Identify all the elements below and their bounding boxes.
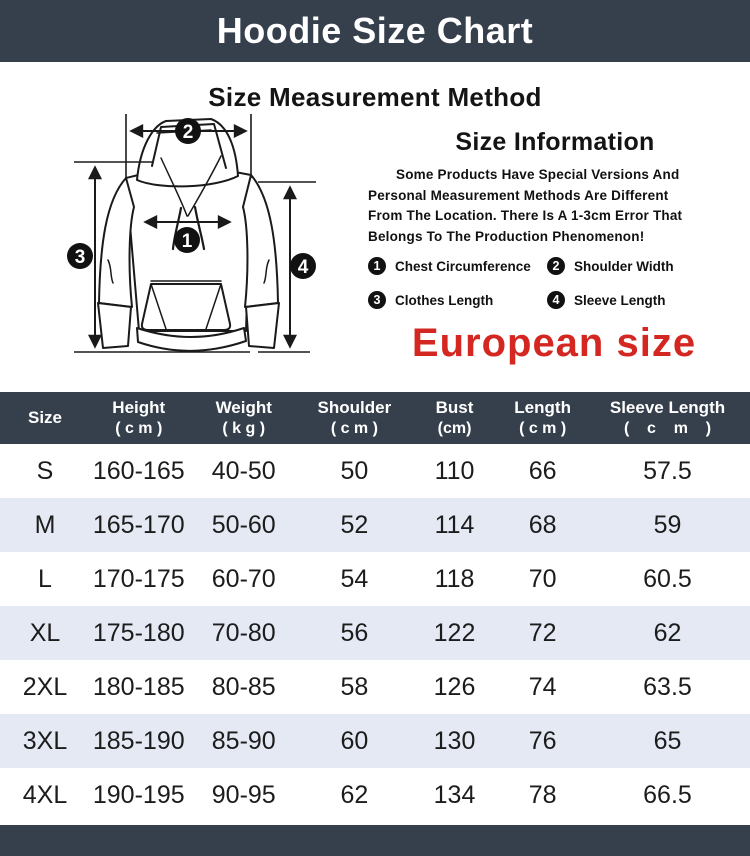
footer-bar (0, 825, 750, 856)
size-information-block: Size Information Some Products Have Spec… (368, 128, 712, 366)
page-header: Hoodie Size Chart (0, 0, 750, 62)
measurement-method-title: Size Measurement Method (208, 82, 542, 112)
column-header: Bust (cm) (435, 398, 474, 437)
badge-3-icon: 3 (75, 247, 86, 268)
column-header: Height( c m ) (112, 398, 166, 437)
table-cell: 56 (340, 618, 369, 647)
table-cell: 54 (340, 564, 369, 593)
size-information-text: Personal Measurement Methods Are Differe… (368, 187, 669, 203)
measurement-arrows (74, 114, 316, 353)
column-header: Sleeve Length( c m ) (609, 398, 726, 437)
table-cell: 78 (528, 780, 557, 809)
size-information-text: From The Location. There Is A 1-3cm Erro… (368, 208, 683, 223)
table-cell: 60 (340, 726, 369, 755)
table-cell: 59 (653, 510, 682, 539)
size-information-title: Size Information (455, 128, 655, 156)
table-cell: L (38, 564, 52, 593)
legend-label: Chest Circumference (395, 258, 531, 274)
legend-label: Clothes Length (395, 292, 494, 308)
measurement-badges: 2 1 3 4 (67, 118, 316, 279)
circled-2-icon: 2 (547, 257, 565, 275)
table-cell: 65 (653, 726, 682, 755)
table-cell: 72 (528, 618, 557, 647)
table-cell: 62 (653, 618, 682, 647)
table-cell: S (36, 456, 54, 485)
table-cell: 130 (433, 726, 476, 755)
table-cell: M (34, 510, 56, 539)
table-cell: 165-170 (92, 510, 185, 539)
table-row: L 170-175 60-70 54 118 70 60.5 (0, 552, 750, 606)
size-table: Size Height( c m ) Weight( k g ) Shoulder( … (0, 392, 750, 822)
circled-3-icon: 3 (368, 291, 386, 309)
legend-label: Sleeve Length (574, 292, 666, 308)
legend-label: Shoulder Width (574, 258, 674, 274)
legend-item-sleeve: 4 Sleeve Length (547, 291, 712, 309)
column-header: Size (27, 408, 63, 428)
table-cell: 63.5 (643, 672, 692, 701)
table-cell: 134 (433, 780, 476, 809)
column-header: Weight( k g ) (215, 398, 272, 437)
hoodie-measurement-diagram: 2 1 3 4 (67, 114, 316, 353)
table-cell: 190-195 (92, 780, 185, 809)
table-cell: 3XL (22, 726, 68, 755)
table-cell: 62 (340, 780, 369, 809)
circled-4-icon: 4 (547, 291, 565, 309)
circled-1-icon: 1 (368, 257, 386, 275)
table-row: S 160-165 40-50 50 110 66 57.5 (0, 444, 750, 498)
measurement-section: Size Measurement Method (0, 62, 750, 392)
table-cell: 110 (434, 456, 475, 485)
table-cell: 4XL (22, 780, 68, 809)
hoodie-line-drawing (97, 118, 280, 352)
table-cell: 114 (434, 510, 475, 539)
legend-item-chest: 1 Chest Circumference (368, 257, 547, 275)
table-cell: 2XL (22, 672, 68, 701)
table-cell: 160-165 (92, 456, 185, 485)
badge-2-icon: 2 (183, 122, 194, 143)
table-cell: 70 (528, 564, 557, 593)
badge-1-icon: 1 (182, 231, 193, 252)
table-cell: 66 (528, 456, 557, 485)
page-title: Hoodie Size Chart (216, 10, 534, 51)
table-cell: 74 (528, 672, 557, 701)
column-header: Length( c m ) (514, 398, 571, 437)
table-cell: 50 (340, 456, 369, 485)
table-cell: XL (29, 618, 61, 647)
table-row: 2XL 180-185 80-85 58 126 74 63.5 (0, 660, 750, 714)
table-cell: 58 (340, 672, 369, 701)
table-row: 4XL 190-195 90-95 62 134 78 66.5 (0, 768, 750, 822)
legend-item-length: 3 Clothes Length (368, 291, 547, 309)
table-cell: 50-60 (211, 510, 276, 539)
badge-4-icon: 4 (298, 257, 309, 278)
table-row: XL 175-180 70-80 56 122 72 62 (0, 606, 750, 660)
table-cell: 52 (340, 510, 369, 539)
legend-item-shoulder: 2 Shoulder Width (547, 257, 712, 275)
size-table-header-row: Size Height( c m ) Weight( k g ) Shoulder( … (0, 392, 750, 444)
column-header: Shoulder( c m ) (317, 398, 392, 437)
table-cell: 80-85 (211, 672, 276, 701)
table-cell: 90-95 (211, 780, 276, 809)
table-cell: 118 (434, 564, 475, 593)
table-cell: 76 (528, 726, 557, 755)
table-cell: 66.5 (643, 780, 692, 809)
table-cell: 85-90 (211, 726, 276, 755)
table-cell: 70-80 (211, 618, 276, 647)
table-cell: 175-180 (92, 618, 185, 647)
table-row: M 165-170 50-60 52 114 68 59 (0, 498, 750, 552)
table-cell: 180-185 (92, 672, 185, 701)
table-cell: 60-70 (211, 564, 276, 593)
european-size-heading: European size (411, 321, 697, 365)
table-cell: 170-175 (92, 564, 185, 593)
table-cell: 40-50 (211, 456, 276, 485)
size-information-text: Some Products Have Special Versions And (396, 167, 680, 182)
table-cell: 68 (528, 510, 557, 539)
table-cell: 60.5 (643, 564, 692, 593)
table-row: 3XL 185-190 85-90 60 130 76 65 (0, 714, 750, 768)
measurement-legend: 1 Chest Circumference 2 Shoulder Width 3… (368, 257, 712, 309)
size-information-text: Belongs To The Production Phenomenon! (368, 228, 645, 244)
table-cell: 57.5 (643, 456, 692, 485)
table-cell: 126 (433, 672, 476, 701)
table-cell: 185-190 (92, 726, 185, 755)
table-cell: 122 (433, 618, 476, 647)
